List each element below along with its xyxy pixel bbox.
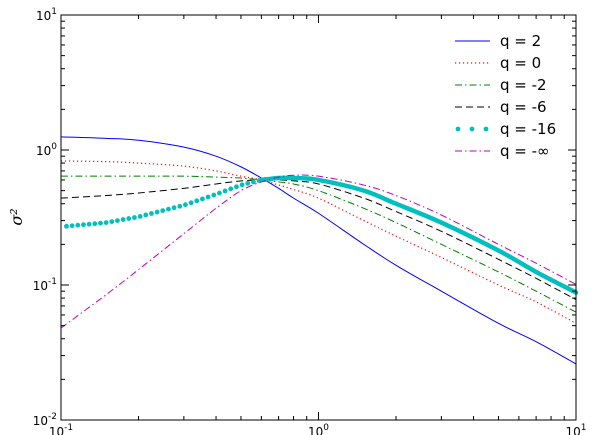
y-tick-label: 100 xyxy=(36,142,57,158)
legend-label: q = 0 xyxy=(500,54,541,72)
series-5-dot xyxy=(75,222,81,228)
series-1-line xyxy=(60,136,577,365)
series-5-dot xyxy=(217,190,222,196)
legend-label: q = -∞ xyxy=(500,142,550,160)
x-tick-label: 101 xyxy=(565,423,586,435)
legend-label: q = -6 xyxy=(500,98,547,116)
series-6-line xyxy=(60,174,577,329)
series-5-dot xyxy=(69,223,75,229)
series-layer xyxy=(60,136,579,365)
legend-item-1: q = 2 xyxy=(455,32,541,50)
legend-label: q = 2 xyxy=(500,32,541,50)
series-5-dot xyxy=(183,202,188,208)
series-5-dot xyxy=(228,186,234,192)
legend-swatch-dot xyxy=(483,126,489,132)
series-5-dot xyxy=(211,192,217,198)
series-5-dot xyxy=(171,205,177,211)
legend-swatch-dot xyxy=(469,126,475,132)
series-5-dot xyxy=(177,203,183,209)
series-5-dot xyxy=(137,214,143,219)
series-5-dots xyxy=(64,177,268,229)
series-5-dot xyxy=(205,194,211,200)
series-5-dot xyxy=(160,208,166,214)
y-tick-label: 10-2 xyxy=(33,412,57,428)
series-5-dot xyxy=(234,184,239,190)
series-5-dot xyxy=(251,179,256,185)
series-5-dot xyxy=(149,211,154,216)
series-5-dot xyxy=(103,220,109,226)
series-5-dot xyxy=(81,222,86,228)
y-tick-label: 10-1 xyxy=(33,277,57,293)
series-5-line xyxy=(259,175,579,295)
series-5-dot xyxy=(126,216,132,221)
x-tick-label: 100 xyxy=(308,423,329,435)
series-5-dot xyxy=(109,219,115,225)
series-5-dot xyxy=(239,182,245,188)
series-5-dot xyxy=(154,209,160,215)
series-5-dot xyxy=(86,221,92,227)
series-4-line xyxy=(60,179,577,301)
series-5-dot xyxy=(120,217,126,222)
y-axis-label: σ² xyxy=(7,208,26,225)
series-5-dot xyxy=(245,180,251,186)
series-3-line xyxy=(61,175,577,313)
series-5-dot xyxy=(64,223,69,229)
legend-label: q = -16 xyxy=(500,120,556,138)
series-2-line xyxy=(60,160,577,324)
y-tick-label: 101 xyxy=(36,7,57,23)
series-5-dot xyxy=(92,221,98,227)
legend-item-2: q = 0 xyxy=(455,54,541,72)
legend-label: q = -2 xyxy=(500,76,547,94)
ticks-layer xyxy=(60,14,577,421)
series-5-dot xyxy=(166,206,171,212)
series-5-dot xyxy=(115,218,120,223)
series-5-dot xyxy=(132,215,137,220)
series-5-dot xyxy=(98,220,103,226)
legend: q = 2 q = 0 q = -2 q = -6 q = -16 q = -∞ xyxy=(455,32,556,160)
series-5-dot xyxy=(222,188,228,194)
series-5-dot xyxy=(143,212,149,218)
series-5-dot xyxy=(188,200,194,206)
x-tick-label: 10-1 xyxy=(49,423,73,435)
legend-swatch-dot xyxy=(455,126,461,132)
legend-item-6: q = -∞ xyxy=(455,142,550,160)
series-5-dot xyxy=(194,198,200,204)
series-5-dot xyxy=(200,196,205,202)
legend-item-3: q = -2 xyxy=(455,76,547,94)
legend-item-5: q = -16 xyxy=(455,120,556,138)
legend-item-4: q = -6 xyxy=(455,98,547,116)
